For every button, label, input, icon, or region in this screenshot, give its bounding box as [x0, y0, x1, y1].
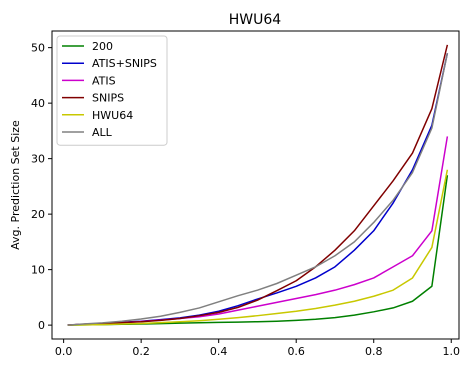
y-tick-label: 30 [31, 153, 45, 166]
x-tick-label: 0.8 [365, 345, 383, 358]
legend-label: ATIS+SNIPS [92, 57, 157, 70]
series-line-atis [67, 136, 449, 326]
legend-label: ATIS [92, 74, 116, 87]
x-tick-label: 1.0 [442, 345, 460, 358]
plot-frame [51, 30, 460, 340]
x-tick-label: 0.6 [287, 345, 305, 358]
legend: 200 ATIS+SNIPS ATIS SNIPS HWU64 ALL [56, 35, 168, 146]
x-tick-label: 0.2 [132, 345, 150, 358]
axes-layer: 0.0 0.2 0.4 0.6 0.8 1.0 0 10 20 30 40 50 [31, 30, 460, 358]
legend-label: 200 [92, 40, 113, 53]
y-tick-label: 10 [31, 264, 45, 277]
series-line-hwu64 [67, 169, 449, 326]
y-tick-label: 0 [38, 319, 45, 332]
legend-label: SNIPS [92, 92, 124, 105]
x-tick-label: 0.4 [210, 345, 228, 358]
series-line-all [67, 53, 449, 326]
legend-box [56, 35, 168, 146]
x-tick-label: 0.0 [55, 345, 73, 358]
series-line-200 [67, 175, 449, 326]
chart-title: HWU64 [229, 12, 282, 28]
legend-label: HWU64 [92, 109, 133, 122]
y-tick-label: 20 [31, 208, 45, 221]
series-line-snips [67, 44, 449, 326]
y-tick-label: 50 [31, 42, 45, 55]
series-layer [67, 44, 449, 326]
y-axis-label: Avg. Prediction Set Size [9, 120, 22, 250]
y-tick-label: 40 [31, 97, 45, 110]
legend-label: ALL [92, 126, 113, 139]
